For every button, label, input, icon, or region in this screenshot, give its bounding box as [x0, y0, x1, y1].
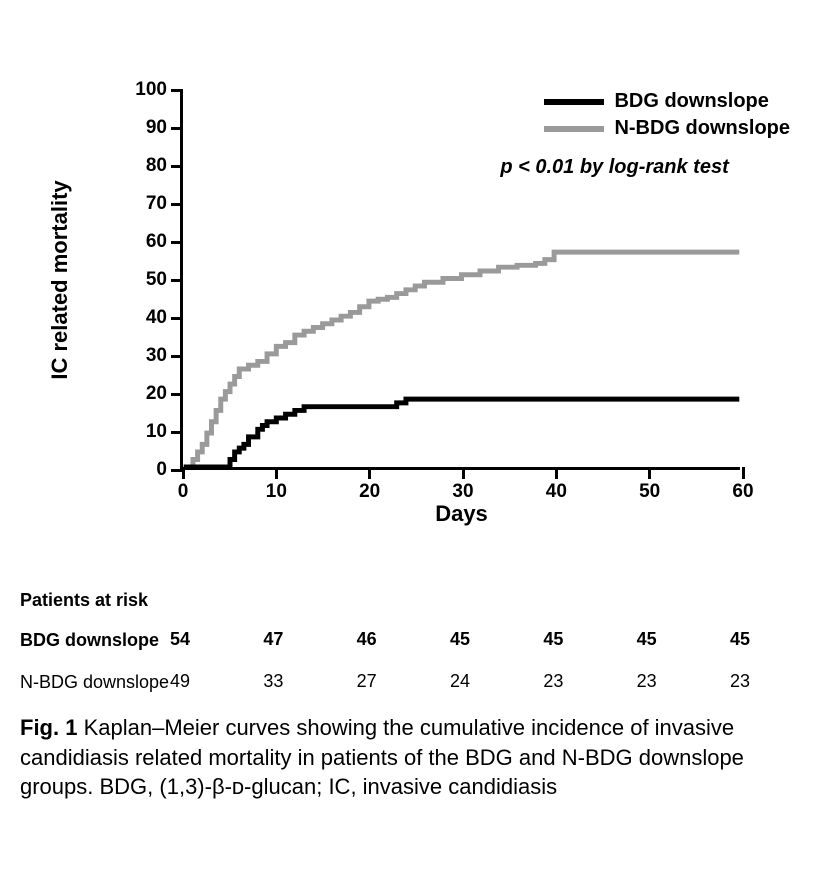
x-tick [368, 467, 371, 479]
x-tick-label: 60 [732, 481, 753, 503]
risk-table: Patients at risk BDG downslope5447464545… [20, 590, 820, 693]
y-axis-label: IC related mortality [47, 180, 73, 379]
risk-cell: 23 [543, 671, 563, 692]
x-tick-label: 50 [639, 481, 660, 503]
x-tick [648, 467, 651, 479]
risk-row: BDG downslope54474645454545 [20, 629, 820, 651]
risk-cell: 23 [637, 671, 657, 692]
y-tick-label: 0 [133, 459, 167, 481]
y-tick-label: 60 [133, 231, 167, 253]
x-tick-label: 10 [266, 481, 287, 503]
y-tick [171, 431, 183, 434]
y-tick-label: 100 [133, 79, 167, 101]
figure-label: Fig. 1 [20, 715, 77, 740]
y-tick [171, 89, 183, 92]
x-tick [182, 467, 185, 479]
risk-cell: 45 [637, 629, 657, 650]
y-tick-label: 70 [133, 193, 167, 215]
y-tick-label: 80 [133, 155, 167, 177]
risk-cell: 49 [170, 671, 190, 692]
risk-row-values: 49332724232323 [220, 671, 820, 693]
risk-cell: 45 [450, 629, 470, 650]
risk-cell: 47 [263, 629, 283, 650]
figure-container: BDG downslope N-BDG downslope IC related… [20, 90, 820, 802]
risk-row-values: 54474645454545 [220, 629, 820, 651]
y-tick [171, 241, 183, 244]
y-tick [171, 165, 183, 168]
figure-caption: Fig. 1 Kaplan–Meier curves showing the c… [20, 713, 820, 802]
risk-row: N-BDG downslope49332724232323 [20, 671, 820, 693]
x-tick [275, 467, 278, 479]
y-tick [171, 393, 183, 396]
risk-cell: 24 [450, 671, 470, 692]
x-tick-label: 30 [452, 481, 473, 503]
x-tick [462, 467, 465, 479]
risk-cell: 27 [357, 671, 377, 692]
x-tick [555, 467, 558, 479]
x-tick-label: 40 [546, 481, 567, 503]
x-tick-label: 20 [359, 481, 380, 503]
km-curve [184, 399, 740, 467]
chart-area: IC related mortality p < 0.01 by log-ran… [120, 90, 760, 520]
y-tick-label: 20 [133, 383, 167, 405]
y-tick-label: 30 [133, 345, 167, 367]
y-tick [171, 203, 183, 206]
risk-cell: 54 [170, 629, 190, 650]
risk-cell: 46 [357, 629, 377, 650]
risk-cell: 33 [263, 671, 283, 692]
p-value-annotation: p < 0.01 by log-rank test [500, 156, 728, 179]
x-tick [742, 467, 745, 479]
y-tick-label: 40 [133, 307, 167, 329]
risk-cell: 45 [730, 629, 750, 650]
y-tick-label: 90 [133, 117, 167, 139]
y-tick [171, 127, 183, 130]
y-tick-label: 50 [133, 269, 167, 291]
x-tick-label: 0 [178, 481, 189, 503]
risk-cell: 45 [543, 629, 563, 650]
y-tick [171, 279, 183, 282]
km-curve [184, 252, 740, 467]
km-curves [183, 90, 740, 467]
plot-region: p < 0.01 by log-rank test Days 010203040… [180, 90, 740, 470]
x-axis-label: Days [435, 501, 488, 527]
risk-cell: 23 [730, 671, 750, 692]
y-tick [171, 317, 183, 320]
y-tick [171, 355, 183, 358]
caption-text: Kaplan–Meier curves showing the cumulati… [20, 715, 744, 799]
y-tick-label: 10 [133, 421, 167, 443]
risk-table-header: Patients at risk [20, 590, 820, 611]
